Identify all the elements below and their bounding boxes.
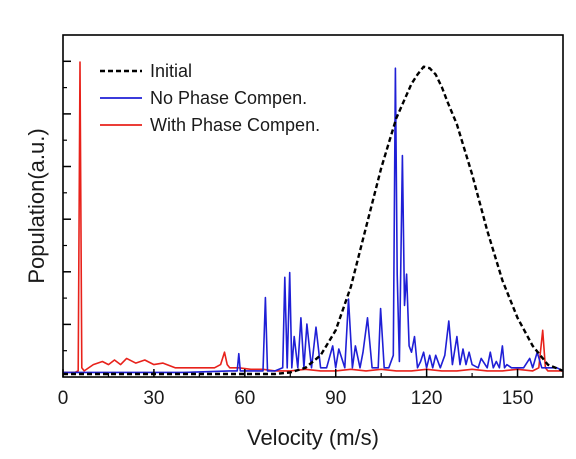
plot-frame (62, 34, 564, 378)
x-tick-label-150: 150 (502, 388, 534, 409)
series-layer (63, 61, 564, 376)
ticks-layer: 0 30 60 90 120 150 (58, 60, 534, 409)
series-line-initial (63, 65, 564, 376)
x-tick-label-60: 60 (234, 388, 255, 409)
x-tick-label-30: 30 (143, 388, 164, 409)
y-axis-title: Population(a.u.) (24, 128, 49, 283)
legend-label-initial: Initial (150, 61, 192, 81)
legend-label-no-phase-compen: No Phase Compen. (150, 88, 307, 108)
x-tick-label-120: 120 (411, 388, 443, 409)
series-line-with-phase-compen (63, 61, 563, 374)
x-tick-label-90: 90 (325, 388, 346, 409)
legend-label-with-phase-compen: With Phase Compen. (150, 115, 320, 135)
x-axis-title: Velocity (m/s) (247, 425, 379, 450)
series-line-no-phase-compen (63, 67, 564, 374)
x-tick-label-0: 0 (58, 388, 69, 409)
legend: Initial No Phase Compen. With Phase Comp… (100, 61, 320, 135)
